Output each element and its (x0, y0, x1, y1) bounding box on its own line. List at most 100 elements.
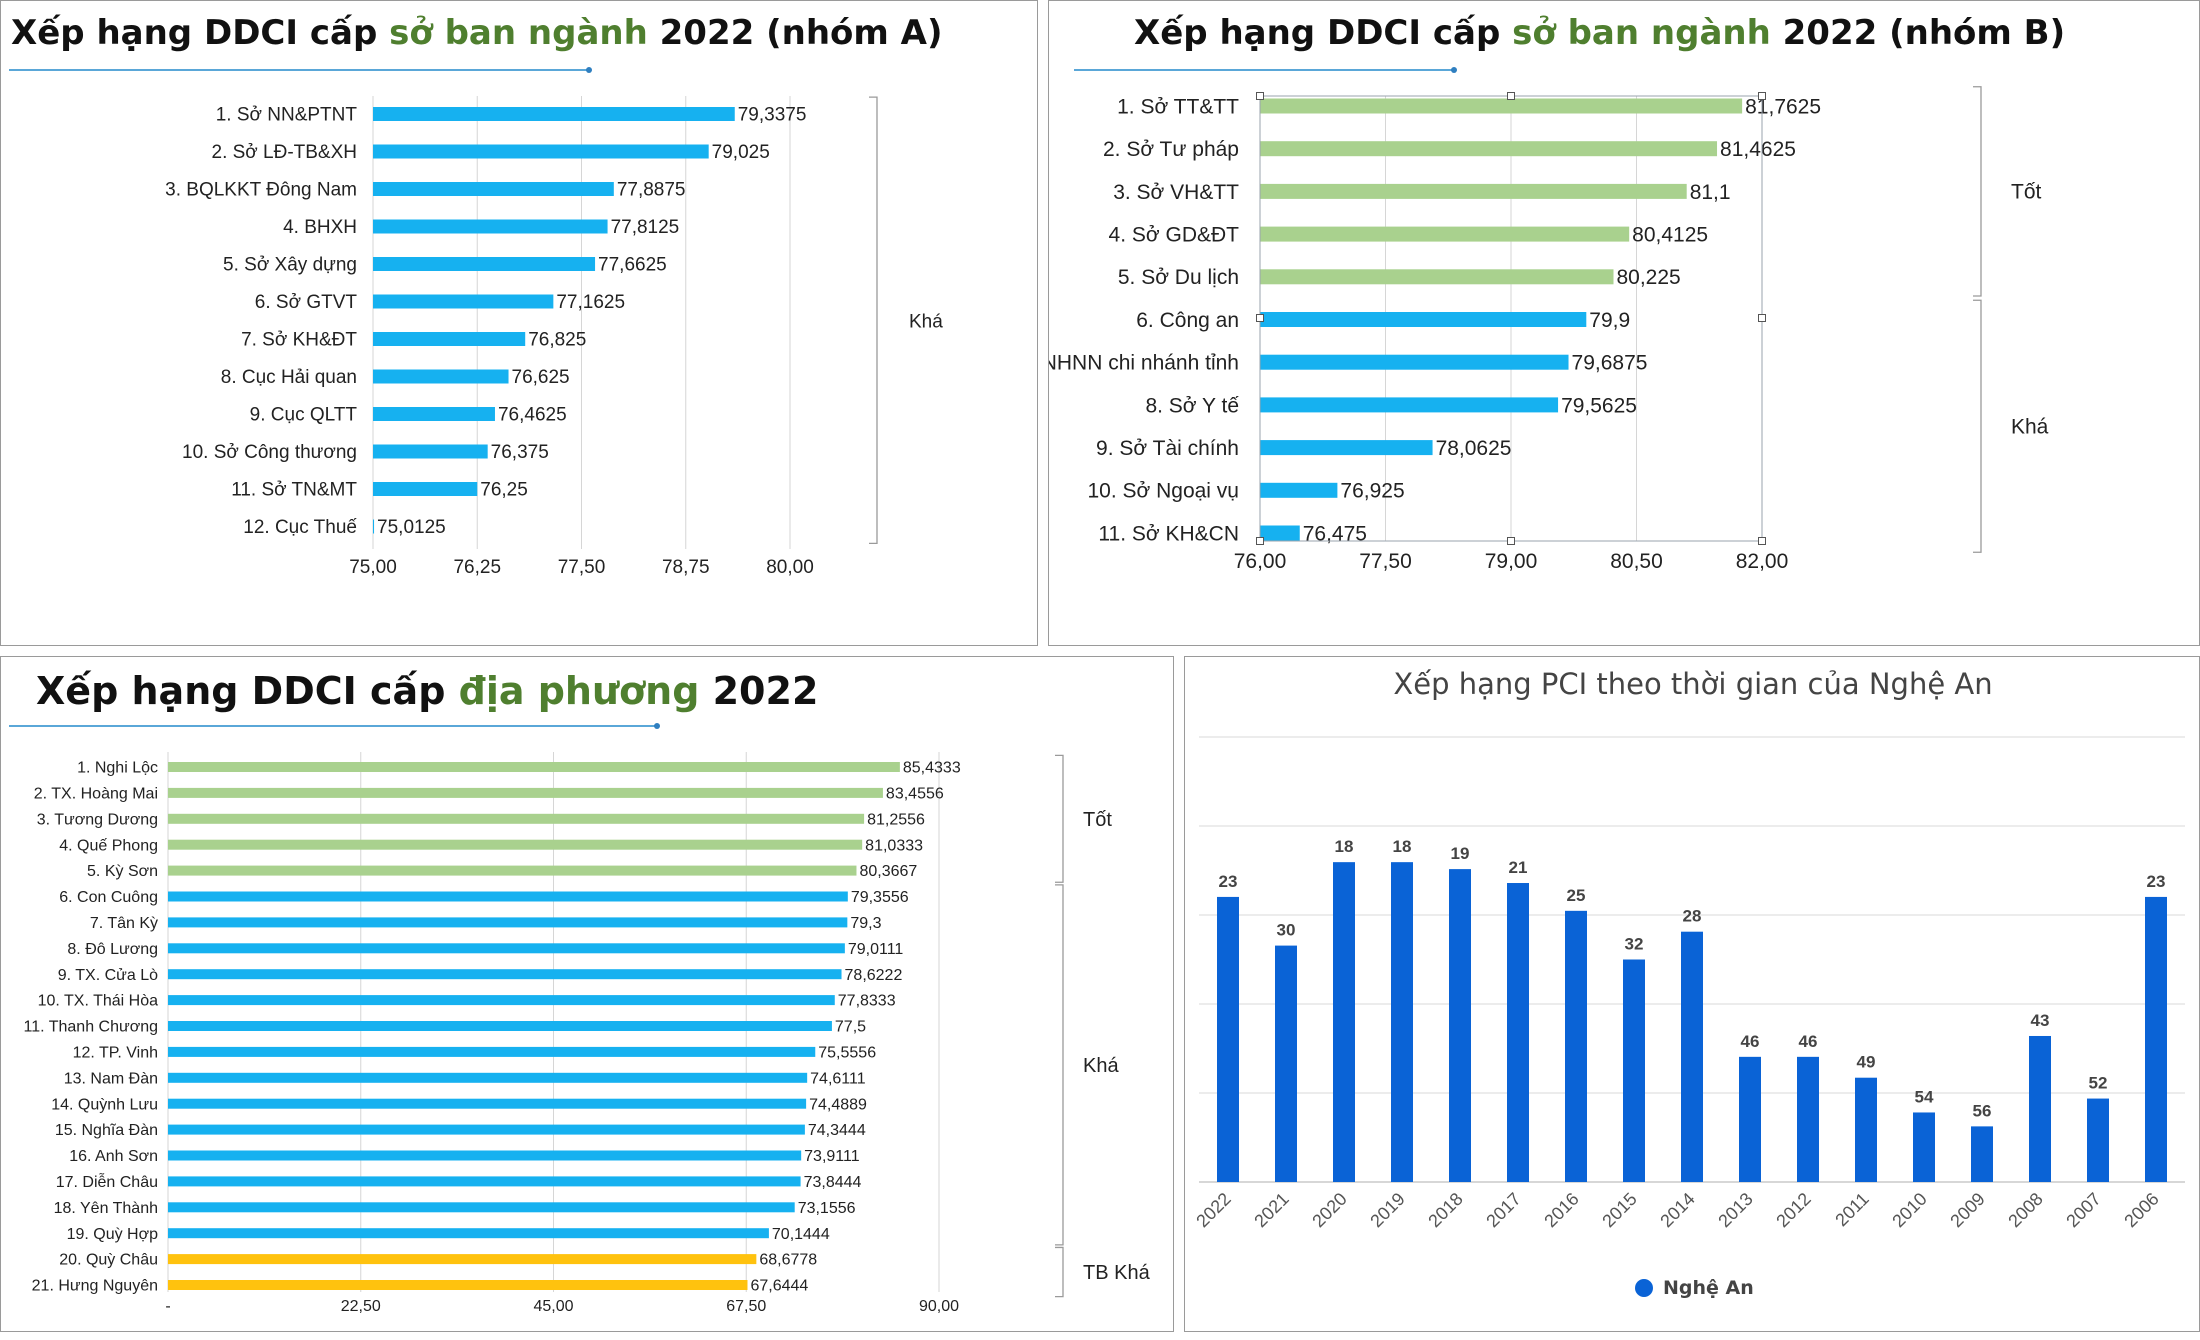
group-label: TB Khá (1083, 1262, 1151, 1284)
category-label: 5. Kỳ Sơn (87, 863, 158, 880)
category-label: 18. Yên Thành (54, 1200, 158, 1217)
bar (1681, 931, 1703, 1182)
bar (168, 1072, 808, 1083)
legend-label: Nghệ An (1663, 1277, 1754, 1299)
category-label: 1. Sở NN&PTNT (216, 105, 358, 126)
bar (1275, 945, 1297, 1182)
data-label: 79,5625 (1561, 394, 1637, 417)
group-bracket (1055, 754, 1064, 883)
data-label: 77,8125 (611, 217, 680, 238)
selection-handle (1256, 314, 1264, 322)
selection-handle (1507, 92, 1515, 100)
chart-title-pci: Xếp hạng PCI theo thời gian của Nghệ An (1393, 667, 1993, 701)
x-tick-label: 2022 (1192, 1189, 1234, 1231)
category-label: 14. Quỳnh Lưu (51, 1096, 158, 1113)
bar (168, 1228, 769, 1239)
bar (1260, 141, 1718, 157)
chart-panel-local: Xếp hạng DDCI cấp địa phương 2022 - 22,50… (0, 656, 1174, 1332)
data-label: 78,6222 (845, 967, 903, 984)
category-label: 6. Công an (1136, 309, 1239, 332)
chart-title-group-a: Xếp hạng DDCI cấp sở ban ngành 2022 (nhó… (11, 13, 943, 53)
x-tick-label: 2020 (1308, 1189, 1350, 1231)
x-tick-label: 2011 (1831, 1189, 1873, 1231)
bar (1260, 397, 1559, 413)
bar-chart-group-a: 75,00 76,25 77,50 78,75 80,00 1. Sở NN&PTNT 79… (165, 96, 943, 578)
bar (1260, 183, 1687, 199)
data-label: 80,4125 (1632, 223, 1708, 246)
data-label: 76,825 (528, 330, 586, 351)
bar (373, 144, 709, 159)
x-tick-label: 2016 (1540, 1189, 1582, 1231)
data-label: 77,1625 (556, 292, 625, 313)
x-tick-label: 90,00 (919, 1298, 959, 1315)
data-label: 76,925 (1340, 480, 1404, 503)
data-label: 18 (1393, 837, 1412, 856)
data-label: 32 (1625, 935, 1644, 954)
x-tick-label: 76,25 (453, 557, 501, 578)
data-label: 81,0333 (865, 837, 923, 854)
group-bracket (1973, 86, 1982, 297)
category-label: 4. BHXH (283, 217, 357, 238)
data-label: 81,7625 (1745, 95, 1821, 118)
bar (373, 257, 596, 271)
x-tick-label: 77,50 (1359, 550, 1412, 573)
bar (168, 1150, 802, 1161)
x-tick-label: 2006 (2120, 1189, 2162, 1231)
chart-panel-group-a: Xếp hạng DDCI cấp sở ban ngành 2022 (nhó… (0, 0, 1038, 646)
x-tick-label: 2019 (1366, 1189, 1408, 1231)
bar (168, 1176, 801, 1187)
category-label: 15. Nghĩa Đàn (55, 1122, 158, 1139)
data-label: 74,6111 (810, 1070, 866, 1087)
data-label: 46 (1799, 1032, 1818, 1051)
data-label: 75,5556 (818, 1045, 876, 1062)
bar (373, 407, 495, 421)
category-label: 2. TX. Hoàng Mai (34, 786, 158, 803)
category-label: 17. Diễn Châu (56, 1172, 158, 1191)
data-label: 25 (1567, 886, 1586, 905)
category-label: 1. Sở TT&TT (1117, 95, 1239, 118)
x-tick-label: 2015 (1598, 1189, 1640, 1231)
data-label: 77,6625 (598, 255, 667, 276)
x-tick-label: 80,00 (766, 557, 814, 578)
chart-panel-group-b: Xếp hạng DDCI cấp sở ban ngành 2022 (nhó… (1048, 0, 2200, 646)
category-label: 2. Sở LĐ-TB&XH (212, 142, 358, 163)
group-label: Khá (1083, 1055, 1119, 1077)
group-label: Tốt (2011, 180, 2042, 203)
x-tick-label: 2007 (2062, 1189, 2104, 1231)
data-label: 79,9 (1589, 309, 1630, 332)
data-label: 28 (1683, 907, 1702, 926)
x-tick-label: 80,50 (1610, 550, 1663, 573)
bar (373, 294, 554, 309)
data-label: 30 (1277, 921, 1296, 940)
group-bracket (1055, 884, 1064, 1246)
bar (373, 107, 735, 121)
bar (1449, 869, 1471, 1182)
chart-title-group-b: Xếp hạng DDCI cấp sở ban ngành 2022 (nhó… (1134, 13, 2066, 53)
selection-handle (1256, 537, 1264, 545)
group-label: Khá (909, 311, 943, 332)
bar (1797, 1056, 1819, 1182)
category-label: 3. Tương Dương (37, 811, 158, 828)
bar (2029, 1035, 2051, 1182)
x-tick-label: 82,00 (1736, 550, 1789, 573)
data-label: 79,3 (850, 915, 881, 932)
data-label: 77,8333 (838, 993, 896, 1010)
bar (1739, 1056, 1761, 1182)
category-label: 2. Sở Tư pháp (1103, 138, 1239, 161)
data-label: 52 (2089, 1074, 2108, 1093)
x-tick-label: 45,00 (533, 1298, 573, 1315)
category-label: 7. Sở KH&ĐT (241, 330, 357, 351)
x-tick-label: 75,00 (349, 557, 397, 578)
bar (168, 1098, 807, 1109)
data-label: 80,225 (1616, 266, 1680, 289)
bar (168, 943, 845, 954)
bar (1260, 312, 1587, 327)
category-label: 8. Cục Hải quan (221, 367, 357, 388)
category-label: 11. Thanh Chương (24, 1019, 158, 1036)
bar (1391, 862, 1413, 1182)
data-label: 76,25 (480, 480, 528, 501)
bar (168, 787, 883, 798)
category-label: 1. Nghi Lộc (77, 760, 158, 777)
selection-handle (1758, 537, 1766, 545)
bar-chart-local: - 22,50 45,00 67,50 90,00 1. Nghi Lộc 85,4333 2… (24, 752, 1151, 1315)
